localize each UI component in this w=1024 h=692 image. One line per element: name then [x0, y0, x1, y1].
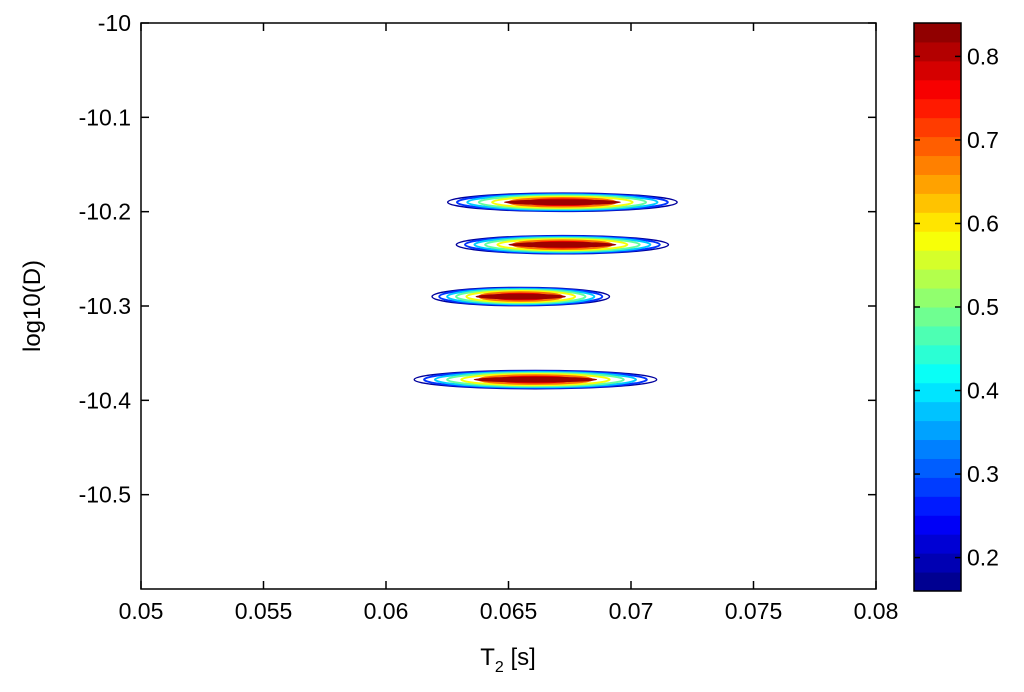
colorbar-band: [914, 572, 961, 592]
y-tick-label: -10: [98, 10, 131, 36]
colorbar-tick-label: 0.3: [967, 461, 999, 487]
x-tick-label: 0.05: [119, 598, 164, 624]
colorbar-band: [914, 477, 961, 497]
x-tick-label: 0.055: [235, 598, 293, 624]
contour-line: [496, 238, 629, 252]
x-axis: 0.05 0.055 0.06 0.065 0.07 0.075 0.08: [119, 23, 899, 624]
colorbar-band: [914, 231, 961, 251]
colorbar-band: [914, 382, 961, 403]
colorbar-band: [914, 458, 961, 478]
colorbar-band: [914, 325, 961, 346]
x-axis-label: T2 [s]: [480, 644, 536, 676]
colorbar-band: [914, 363, 961, 384]
plot-area: [413, 192, 678, 390]
colorbar-band: [914, 136, 961, 157]
contour-line: [477, 194, 648, 210]
contour-peak-4: [413, 369, 658, 390]
y-tick-label: -10.4: [79, 387, 132, 413]
x-tick-label: 0.08: [854, 598, 899, 624]
contour-peak-1: [446, 192, 678, 213]
colorbar-band: [914, 439, 961, 459]
x-tick-label: 0.075: [725, 598, 783, 624]
colorbar-band: [914, 515, 961, 535]
contour-line: [446, 371, 625, 388]
y-axis-label: log10(D): [19, 260, 46, 352]
contour-peak-3: [431, 286, 611, 307]
colorbar-band: [914, 269, 961, 289]
contour-core: [473, 376, 598, 383]
x-tick-label: 0.065: [480, 598, 538, 624]
colorbar-tick-label: 0.6: [967, 210, 999, 236]
colorbar-band: [914, 250, 961, 270]
contour-line: [491, 195, 634, 209]
colorbar-ticks: 0.2 0.3 0.4 0.5 0.6 0.7 0.8: [914, 43, 999, 571]
colorbar-band: [914, 23, 961, 43]
colorbar-band: [914, 117, 961, 138]
contour-line: [455, 288, 587, 305]
y-tick-label: -10.1: [79, 104, 131, 130]
y-axis: -10 -10.1 -10.2 -10.3 -10.4 -10.5: [79, 10, 876, 508]
colorbar-band: [914, 534, 961, 554]
colorbar-band: [914, 174, 961, 194]
colorbar-tick-label: 0.2: [967, 545, 999, 571]
y-tick-label: -10.5: [79, 482, 131, 508]
x-tick-label: 0.06: [364, 598, 409, 624]
contour-core: [508, 241, 617, 248]
colorbar-tick-label: 0.8: [967, 43, 999, 69]
colorbar-band: [914, 79, 961, 100]
contour-core: [503, 199, 621, 206]
colorbar-tick-label: 0.7: [967, 127, 999, 153]
colorbar-band: [914, 401, 961, 422]
colorbar-band: [914, 155, 961, 175]
contour-peak-2: [455, 234, 670, 255]
colorbar-band: [914, 496, 961, 516]
colorbar-tick-label: 0.5: [967, 294, 999, 320]
colorbar-band: [914, 288, 961, 308]
colorbar-band: [914, 98, 961, 119]
colorbar-band: [914, 41, 961, 62]
colorbar-band: [914, 307, 961, 327]
y-tick-label: -10.2: [79, 199, 131, 225]
colorbar-band: [914, 553, 961, 573]
contour-line: [460, 372, 611, 387]
contour-core: [475, 293, 566, 300]
colorbar: [914, 23, 961, 592]
contour-line: [484, 237, 641, 253]
colorbar-tick-label: 0.4: [967, 378, 999, 404]
x-tick-label: 0.07: [609, 598, 654, 624]
colorbar-band: [914, 212, 961, 232]
colorbar-band: [914, 344, 961, 365]
colorbar-band: [914, 420, 961, 441]
colorbar-band: [914, 60, 961, 81]
y-tick-label: -10.3: [79, 293, 131, 319]
colorbar-band: [914, 193, 961, 213]
contour-line: [465, 289, 577, 304]
